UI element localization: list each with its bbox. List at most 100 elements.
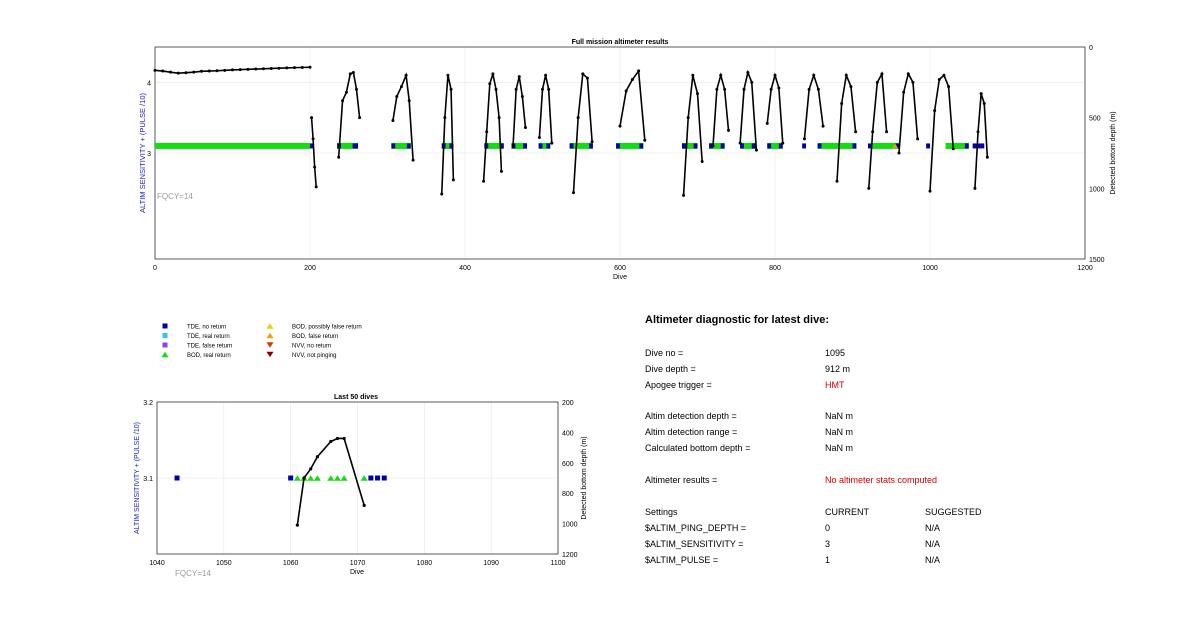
legend-swatch <box>266 351 274 358</box>
bottom-depth-point <box>358 116 362 120</box>
bottom-depth-point <box>618 124 622 128</box>
legend-label: BOD, possibly false return <box>292 325 362 331</box>
bottom-depth-point <box>262 67 265 71</box>
bottom-depth-point <box>637 69 641 73</box>
bottom-depth-trace <box>392 72 414 161</box>
setting-name: $ALTIM_SENSITIVITY = <box>645 539 744 549</box>
bottom-depth-point <box>499 169 503 173</box>
bod-false-return-marker <box>892 143 899 149</box>
tde-no-return-marker <box>767 143 772 149</box>
full-mission-chart-title: Full mission altimeter results <box>572 39 669 46</box>
bottom-depth-point <box>982 102 986 106</box>
bottom-depth-point <box>897 151 901 155</box>
bottom-depth-point <box>169 70 172 74</box>
bod-real-return-marker <box>740 142 756 149</box>
full-mission-ticks: 0 200 400 600 800 1000 1200 3 4 0 500 1000 1500 <box>147 45 1105 272</box>
tde-no-return-marker <box>616 143 620 149</box>
bottom-depth-point <box>231 68 234 72</box>
last-50-ylabel-right: Detected bottom depth (m) <box>581 436 588 519</box>
bottom-depth-trace <box>296 437 365 526</box>
bottom-depth-point <box>576 116 580 120</box>
setting-row-pulse: $ALTIM_PULSE = 1 N/A <box>645 555 1165 569</box>
full-mission-marks <box>153 65 989 197</box>
bottom-depth-point <box>727 128 730 132</box>
bottom-depth-point <box>277 66 281 70</box>
bottom-depth-point <box>395 94 399 98</box>
legend-label: NVV, not pinging <box>292 353 336 359</box>
bottom-depth-point <box>520 94 524 98</box>
bod-real-return-marker <box>293 475 301 481</box>
last-50-grid <box>156 401 559 554</box>
bod-real-return-marker <box>441 142 454 149</box>
bottom-depth-point <box>871 130 875 134</box>
bottom-depth-point <box>854 130 858 134</box>
bottom-depth-point <box>344 90 348 94</box>
apogee-value: HMT <box>825 380 845 390</box>
tde-no-return-marker <box>972 143 985 149</box>
bottom-depth-trace <box>512 76 527 146</box>
last-50-fqcy-annotation: FQCY=14 <box>175 569 211 578</box>
last-50-ticks: 1040 1050 1060 1070 1080 1090 1100 3.1 3.2 200 400… <box>143 400 577 567</box>
bottom-depth-point <box>310 116 314 120</box>
last-50-marks <box>174 436 387 527</box>
x-tick-label: 1040 <box>149 560 165 567</box>
bottom-depth-point <box>302 476 306 480</box>
full-mission-chart: Full mission altimeter results 0 200 400 60… <box>138 39 1117 281</box>
tde-no-return-marker <box>895 143 899 149</box>
bottom-depth-point <box>624 89 628 93</box>
bottom-depth-point <box>351 70 355 74</box>
bottom-depth-trace <box>572 72 593 193</box>
bottom-depth-point <box>715 87 719 91</box>
bottom-depth-point <box>769 87 773 91</box>
bottom-depth-trace <box>310 117 317 187</box>
bod-real-return-marker <box>682 142 698 149</box>
tde-no-return-marker <box>720 143 725 149</box>
y-right-tick-label: 1000 <box>562 522 578 529</box>
bottom-depth-point <box>765 121 769 125</box>
bottom-depth-point <box>821 124 825 128</box>
bottom-depth-point <box>541 87 544 91</box>
bottom-depth-point <box>451 178 455 182</box>
bottom-depth-value: NaN m <box>825 443 854 453</box>
bottom-depth-point <box>875 80 879 84</box>
tde-no-return-marker <box>926 143 930 149</box>
bottom-depth-point <box>440 192 444 196</box>
setting-row-sensitivity: $ALTIM_SENSITIVITY = 3 N/A <box>645 539 1165 553</box>
bottom-depth-point <box>443 116 447 120</box>
bod-real-return-marker <box>155 142 310 149</box>
bottom-depth-point <box>906 72 910 76</box>
bottom-depth-point <box>269 66 273 70</box>
tde-no-return-marker <box>852 143 857 149</box>
bottom-depth-point <box>176 71 180 75</box>
bod-real-return-marker <box>511 142 527 149</box>
bottom-depth-point <box>223 68 227 72</box>
diagnostic-title: Altimeter diagnostic for latest dive: <box>645 314 829 326</box>
y-left-tick-label: 3 <box>147 151 151 158</box>
tde-no-return-marker <box>352 143 359 149</box>
bottom-depth-point <box>643 138 647 142</box>
bottom-depth-point <box>928 189 932 193</box>
y-left-tick-label: 3.2 <box>143 400 153 407</box>
last-50-dives-chart: Last 50 dives 1040 1050 1060 1070 1080 1090 11… <box>134 394 588 578</box>
x-tick-label: 1000 <box>922 265 938 272</box>
last-50-ylabel-left: ALTIM SENSITIVITY + (PULSE /10) <box>134 422 141 534</box>
detect-range-label: Altim detection range = <box>645 427 738 437</box>
bottom-depth-point <box>523 126 527 130</box>
bottom-depth-point <box>781 141 785 145</box>
bottom-depth-point <box>192 70 196 74</box>
bod-real-return-marker <box>327 475 335 481</box>
bottom-depth-point <box>537 135 541 139</box>
bod-real-return-marker <box>616 142 644 149</box>
bottom-depth-point <box>902 90 906 94</box>
x-tick-label: 200 <box>304 265 316 272</box>
bottom-depth-point <box>246 67 250 71</box>
bottom-depth-point <box>308 65 312 69</box>
dive-depth-value: 912 m <box>825 364 851 374</box>
bottom-depth-point <box>314 185 318 189</box>
bottom-depth-point <box>285 66 289 70</box>
bod-real-return-marker <box>307 475 315 481</box>
legend-swatch <box>266 342 274 348</box>
bottom-depth-point <box>446 73 450 77</box>
tde-no-return-marker <box>538 143 543 149</box>
bottom-depth-point <box>335 436 340 441</box>
